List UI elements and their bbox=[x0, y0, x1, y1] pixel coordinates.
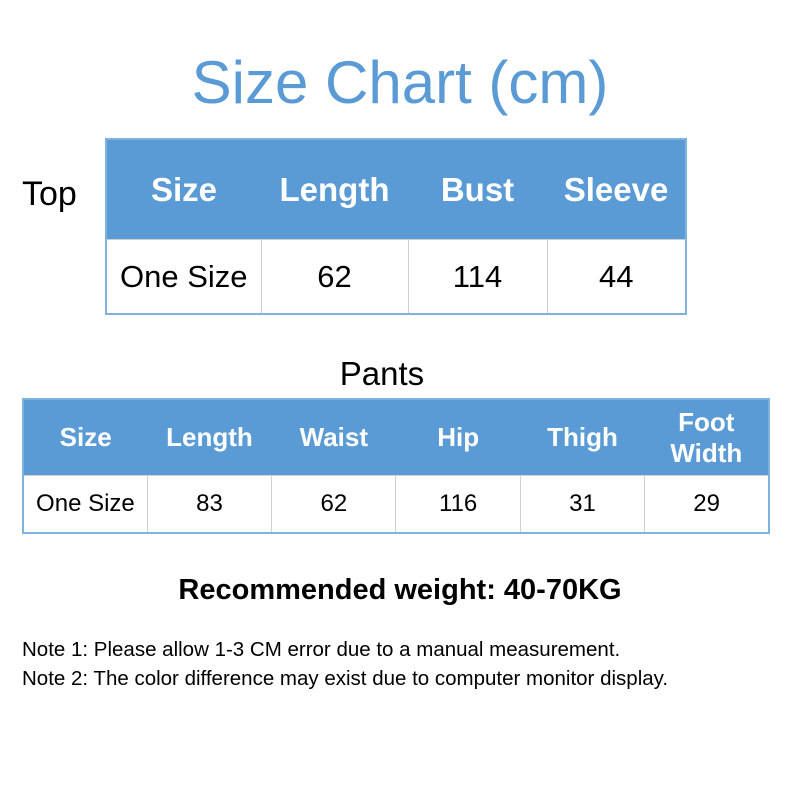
recommended-weight: Recommended weight: 40-70KG bbox=[178, 574, 622, 606]
pants-size-table: Size Length Waist Hip Thigh Foot Width O… bbox=[22, 398, 770, 534]
header-cell: Thigh bbox=[520, 399, 645, 476]
note-2: Note 2: The color difference may exist d… bbox=[22, 667, 669, 690]
note-1: Note 1: Please allow 1-3 CM error due to… bbox=[22, 638, 621, 661]
header-cell: Size bbox=[106, 139, 261, 240]
top-label: Top bbox=[22, 175, 77, 213]
header-cell: Length bbox=[147, 399, 272, 476]
table-cell: 29 bbox=[644, 475, 770, 534]
table-row: One Size 83 62 116 31 29 bbox=[22, 475, 770, 534]
table-cell: One Size bbox=[22, 475, 148, 534]
table-cell: One Size bbox=[105, 239, 262, 315]
table-header-row: Size Length Bust Sleeve bbox=[106, 139, 686, 240]
header-cell: Length bbox=[261, 139, 408, 240]
header-cell: Size bbox=[23, 399, 148, 476]
table-cell: 44 bbox=[546, 239, 687, 315]
top-size-table: Size Length Bust Sleeve One Size 62 114 … bbox=[105, 138, 687, 315]
header-cell: Foot Width bbox=[644, 399, 769, 476]
table-cell: 116 bbox=[395, 475, 521, 534]
table-cell: 62 bbox=[260, 239, 409, 315]
table-cell: 114 bbox=[407, 239, 548, 315]
table-header-row: Size Length Waist Hip Thigh Foot Width bbox=[23, 399, 769, 476]
header-cell: Hip bbox=[395, 399, 521, 476]
table-cell: 83 bbox=[146, 475, 273, 534]
header-cell: Bust bbox=[408, 139, 547, 240]
table-cell: 62 bbox=[271, 475, 397, 534]
pants-label: Pants bbox=[339, 355, 425, 392]
header-cell: Sleeve bbox=[547, 139, 686, 240]
table-cell: 31 bbox=[519, 475, 646, 534]
table-row: One Size 62 114 44 bbox=[105, 239, 687, 315]
page-title: Size Chart (cm) bbox=[191, 49, 609, 116]
header-cell: Waist bbox=[271, 399, 396, 476]
